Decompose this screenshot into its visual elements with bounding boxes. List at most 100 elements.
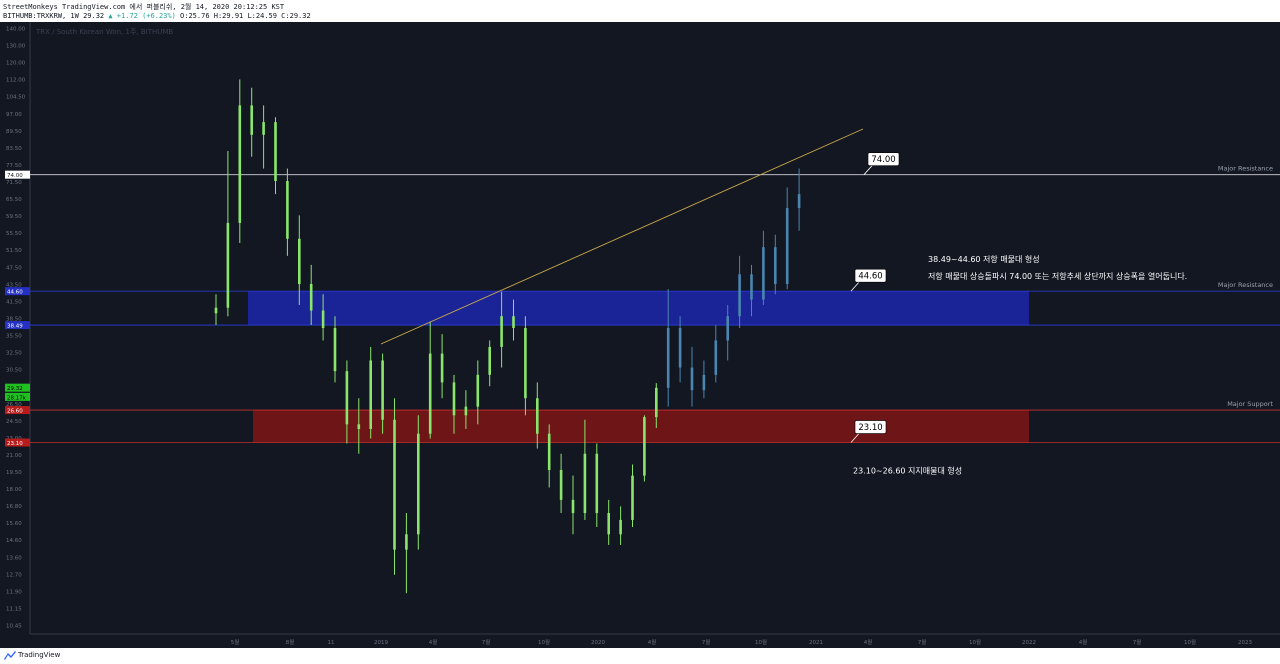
plot-background[interactable] bbox=[0, 22, 1280, 648]
candle-body[interactable] bbox=[738, 274, 741, 317]
chart-watermark: TRX / South Korean Won, 1주, BITHUMB bbox=[35, 28, 173, 36]
y-tick-label: 12.70 bbox=[6, 572, 22, 578]
candle-body[interactable] bbox=[440, 353, 444, 383]
y-tick-label: 15.60 bbox=[6, 521, 22, 527]
y-tick-label: 35.50 bbox=[6, 334, 22, 340]
y-tick-label: 14.60 bbox=[6, 538, 22, 544]
candle-body[interactable] bbox=[619, 519, 622, 535]
x-tick-label: 10월 bbox=[538, 638, 550, 646]
candle-body[interactable] bbox=[417, 433, 420, 535]
y-tick-label: 112.00 bbox=[6, 78, 26, 84]
candle-body[interactable] bbox=[214, 307, 218, 314]
candle-body[interactable] bbox=[559, 469, 563, 500]
candle-body[interactable] bbox=[595, 453, 599, 514]
candle-body[interactable] bbox=[750, 274, 753, 300]
candle-body[interactable] bbox=[797, 194, 801, 209]
candle-body[interactable] bbox=[357, 424, 361, 429]
x-tick-label: 4월 bbox=[864, 638, 873, 646]
level-label: Major Support bbox=[1227, 400, 1273, 408]
candle-body[interactable] bbox=[726, 316, 729, 341]
callout-pointer bbox=[863, 165, 873, 175]
y-tick-label: 140.00 bbox=[6, 27, 26, 33]
x-tick-label: 7월 bbox=[702, 638, 711, 646]
callout-box[interactable] bbox=[867, 152, 900, 166]
y-tick-label: 11.90 bbox=[6, 589, 22, 595]
candle-body[interactable] bbox=[643, 417, 646, 476]
price-badge bbox=[5, 287, 30, 296]
candle-body[interactable] bbox=[345, 371, 349, 425]
candle-body[interactable] bbox=[655, 387, 658, 418]
price-badge-label: 26.60 bbox=[7, 409, 23, 415]
candle-body[interactable] bbox=[238, 105, 242, 223]
y-tick-label: 104.50 bbox=[6, 95, 26, 101]
y-tick-label: 41.50 bbox=[6, 299, 22, 305]
y-tick-label: 11.15 bbox=[6, 606, 22, 612]
ohlc-label: O:25.76 H:29.91 L:24.59 C:29.32 bbox=[180, 12, 311, 20]
candle-body[interactable] bbox=[666, 328, 670, 388]
price-axis[interactable] bbox=[0, 22, 30, 648]
y-tick-label: 89.50 bbox=[6, 129, 22, 135]
resistance-trendline[interactable] bbox=[380, 128, 864, 345]
candle-body[interactable] bbox=[393, 419, 396, 550]
candle-body[interactable] bbox=[286, 180, 289, 239]
symbol-info: BITHUMB:TRXKRW, 1W 29.32 ▲ +1.72 (+6.23%… bbox=[3, 12, 311, 20]
y-tick-label: 130.00 bbox=[6, 44, 26, 50]
candle-body[interactable] bbox=[524, 328, 527, 399]
y-tick-label: 120.00 bbox=[6, 61, 26, 67]
y-tick-label: 24.50 bbox=[6, 419, 22, 425]
candle-body[interactable] bbox=[309, 284, 313, 311]
candle-body[interactable] bbox=[321, 310, 325, 329]
callout-label: 44.60 bbox=[858, 272, 882, 282]
candle-body[interactable] bbox=[762, 247, 765, 300]
candle-body[interactable] bbox=[774, 247, 777, 285]
resistance-annotation-title: 38.49~44.60 저항 매물대 형성 bbox=[928, 255, 1040, 264]
candle-body[interactable] bbox=[250, 105, 253, 135]
candle-body[interactable] bbox=[500, 316, 503, 347]
price-chart[interactable]: TRX / South Korean Won, 1주, BITHUMB 140.0… bbox=[0, 22, 1280, 648]
y-tick-label: 59.50 bbox=[6, 214, 22, 220]
x-tick-label: 4월 bbox=[648, 638, 657, 646]
candle-body[interactable] bbox=[785, 208, 789, 285]
candle-body[interactable] bbox=[274, 122, 277, 181]
candle-body[interactable] bbox=[536, 398, 539, 434]
candle-body[interactable] bbox=[405, 534, 408, 550]
candle-body[interactable] bbox=[476, 374, 480, 407]
candle-body[interactable] bbox=[262, 122, 265, 135]
candle-body[interactable] bbox=[298, 238, 301, 285]
candle-body[interactable] bbox=[714, 340, 718, 375]
price-badge bbox=[5, 383, 30, 392]
x-tick-label: 11 bbox=[328, 640, 335, 646]
x-tick-label: 10월 bbox=[755, 638, 767, 646]
candle-body[interactable] bbox=[631, 475, 634, 520]
chart-area[interactable]: TRX / South Korean Won, 1주, BITHUMB 140.0… bbox=[0, 22, 1280, 648]
y-tick-label: 55.50 bbox=[6, 231, 22, 237]
candle-body[interactable] bbox=[369, 360, 372, 429]
resistance-zone[interactable] bbox=[248, 291, 1029, 326]
price-badge-label: 28.17k bbox=[7, 395, 27, 401]
price-badge bbox=[5, 170, 30, 179]
candle-body[interactable] bbox=[428, 353, 432, 434]
candle-body[interactable] bbox=[690, 367, 694, 391]
x-tick-label: 7월 bbox=[1133, 638, 1142, 646]
price-badge-label: 74.00 bbox=[7, 173, 23, 179]
candle-body[interactable] bbox=[226, 222, 230, 308]
callout-box[interactable] bbox=[854, 268, 887, 283]
candle-body[interactable] bbox=[381, 360, 384, 420]
y-tick-label: 10.45 bbox=[6, 624, 22, 630]
candle-body[interactable] bbox=[464, 406, 468, 416]
callout-box[interactable] bbox=[854, 420, 887, 434]
x-tick-label: 10월 bbox=[1184, 638, 1196, 646]
candle-body[interactable] bbox=[452, 382, 456, 416]
candle-body[interactable] bbox=[702, 374, 706, 391]
candle-body[interactable] bbox=[333, 328, 337, 372]
y-tick-label: 19.50 bbox=[6, 470, 22, 476]
candle-body[interactable] bbox=[607, 513, 610, 535]
candle-body[interactable] bbox=[512, 316, 515, 329]
candle-body[interactable] bbox=[571, 499, 575, 514]
price-badge-label: 29.32 bbox=[7, 386, 23, 392]
candle-body[interactable] bbox=[583, 453, 587, 514]
candle-body[interactable] bbox=[488, 346, 491, 375]
price-badge bbox=[5, 392, 30, 401]
candle-body[interactable] bbox=[678, 328, 682, 368]
candle-body[interactable] bbox=[547, 433, 551, 470]
